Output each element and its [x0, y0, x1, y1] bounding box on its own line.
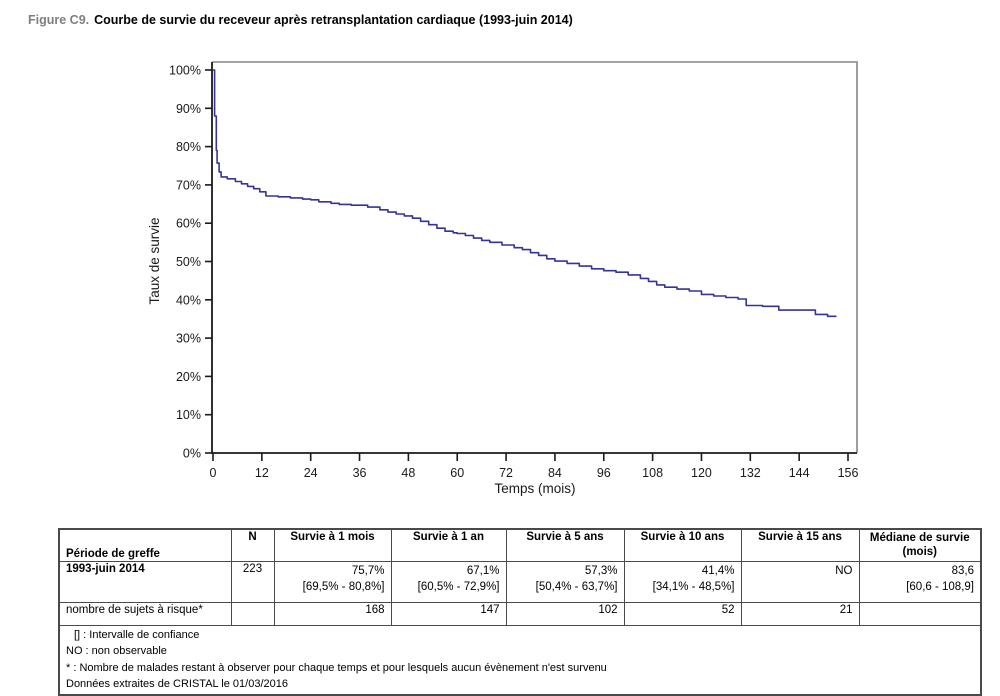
- survie-1-mois-cell: 75,7% [69,5% - 80,8%]: [273, 560, 392, 603]
- x-tick-label: 96: [597, 466, 611, 480]
- x-tick-label: 24: [304, 466, 318, 480]
- x-axis-title: Temps (mois): [494, 481, 575, 496]
- mediane-cell: 83,6 [60,6 - 108,9]: [858, 560, 982, 603]
- header-periode: Période de greffe: [58, 528, 232, 562]
- footnote-source: Données extraites de CRISTAL le 01/03/20…: [66, 678, 288, 691]
- y-tick-label: 100%: [169, 64, 201, 78]
- x-tick-label: 72: [499, 466, 513, 480]
- header-survie-10-ans: Survie à 10 ans: [623, 528, 742, 562]
- x-tick-label: 144: [789, 466, 810, 480]
- x-tick-label: 36: [353, 466, 367, 480]
- x-tick-label: 60: [450, 466, 464, 480]
- at-risk-1-an: 147: [390, 601, 507, 626]
- footnote-ci: [] : Intervalle de confiance: [74, 628, 200, 641]
- x-tick-label: 132: [740, 466, 761, 480]
- survival-curve: [213, 69, 837, 318]
- x-tick-label: 156: [838, 466, 859, 480]
- at-risk-5-ans: 102: [505, 601, 625, 626]
- y-tick-label: 20%: [176, 370, 201, 384]
- header-survie-1-an: Survie à 1 an: [390, 528, 507, 562]
- survie-5-ans-cell: 57,3% [50,4% - 63,7%]: [505, 560, 625, 603]
- header-survie-15-ans: Survie à 15 ans: [740, 528, 860, 562]
- y-axis-title: Taux de survie: [147, 217, 162, 304]
- figure-page: { "figure": { "label": "Figure C9.", "ti…: [28, 13, 982, 696]
- header-mediane: Médiane de survie (mois): [858, 528, 982, 562]
- table-row-period: 1993-juin 2014 223 75,7% [69,5% - 80,8%]…: [58, 560, 982, 603]
- at-risk-1-mois: 168: [273, 601, 392, 626]
- x-tick-label: 48: [401, 466, 415, 480]
- figure-caption: Courbe de survie du receveur après retra…: [94, 13, 573, 27]
- y-tick-label: 50%: [176, 255, 201, 269]
- y-tick-label: 40%: [176, 293, 201, 307]
- figure-title: Figure C9. Courbe de survie du receveur a…: [28, 13, 573, 27]
- at-risk-10-ans: 52: [623, 601, 742, 626]
- at-risk-n: [230, 601, 275, 626]
- axes: [211, 62, 857, 454]
- y-tick-label: 70%: [176, 178, 201, 192]
- y-tick-label: 10%: [176, 408, 201, 422]
- at-risk-15-ans: 21: [740, 601, 860, 626]
- header-n: N: [230, 528, 275, 562]
- table-row-at-risk: nombre de sujets à risque* 168 147 102 5…: [58, 601, 982, 626]
- y-tick-label: 0%: [183, 447, 201, 461]
- footnote-at-risk: * : Nombre de malades restant à observer…: [66, 661, 607, 674]
- figure-label: Figure C9.: [28, 13, 90, 27]
- x-tick-label: 108: [642, 466, 663, 480]
- period-n: 223: [230, 560, 275, 603]
- survival-table: Période de greffe N Survie à 1 mois Surv…: [58, 528, 982, 696]
- x-tick-label: 120: [691, 466, 712, 480]
- x-tick-label: 84: [548, 466, 562, 480]
- header-survie-5-ans: Survie à 5 ans: [505, 528, 625, 562]
- table-header-row: Période de greffe N Survie à 1 mois Surv…: [58, 528, 982, 562]
- footnotes-cell: [] : Intervalle de confiance NO : non ob…: [58, 624, 982, 696]
- y-tick-label: 90%: [176, 102, 201, 116]
- table-footnotes-row: [] : Intervalle de confiance NO : non ob…: [58, 624, 982, 696]
- period-label: 1993-juin 2014: [58, 560, 232, 603]
- survie-15-ans-cell: NO: [740, 560, 860, 603]
- x-tick-label: 0: [210, 466, 217, 480]
- at-risk-label: nombre de sujets à risque*: [58, 601, 232, 626]
- survie-10-ans-cell: 41,4% [34,1% - 48,5%]: [623, 560, 742, 603]
- footnote-no: NO : non observable: [66, 645, 167, 658]
- y-tick-label: 80%: [176, 140, 201, 154]
- y-tick-label: 60%: [176, 217, 201, 231]
- x-tick-label: 12: [255, 466, 269, 480]
- plot-frame: [212, 61, 858, 453]
- survie-1-an-cell: 67,1% [60,5% - 72,9%]: [390, 560, 507, 603]
- survival-chart: 0% 10% 20% 30% 40% 50% 60% 70% 80% 90% 100% 0 12 24 36…: [147, 61, 859, 496]
- at-risk-mediane: [858, 601, 982, 626]
- y-tick-label: 30%: [176, 332, 201, 346]
- header-survie-1-mois: Survie à 1 mois: [273, 528, 392, 562]
